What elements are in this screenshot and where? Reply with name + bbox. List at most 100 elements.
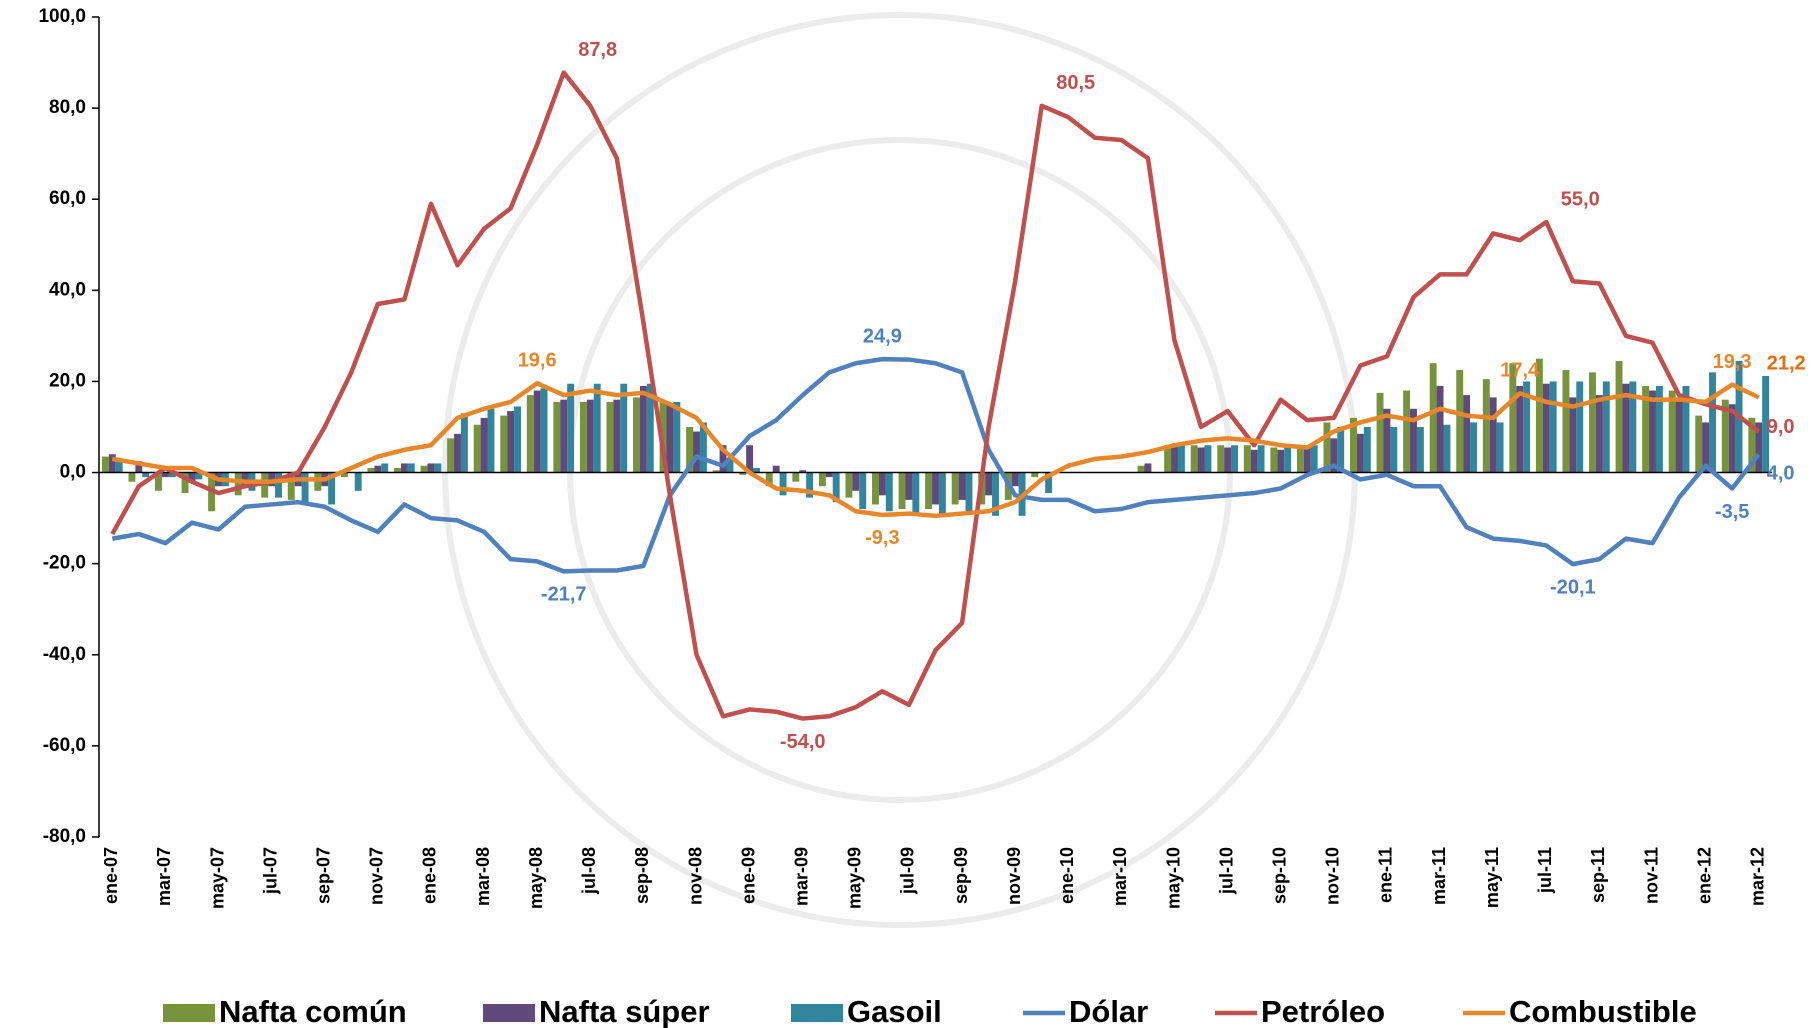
legend-label: Nafta común <box>219 994 407 1028</box>
bar <box>354 472 362 491</box>
bar <box>1270 447 1278 473</box>
bar <box>1310 445 1318 473</box>
bar <box>340 472 348 478</box>
legend-label: Petróleo <box>1261 994 1385 1028</box>
bar <box>1542 383 1550 473</box>
bar <box>1755 422 1763 473</box>
legend-swatch <box>163 1004 215 1022</box>
x-tick-label: mar-07 <box>154 847 174 906</box>
bar <box>1356 433 1364 473</box>
x-tick-label: jul-08 <box>579 847 599 895</box>
x-tick-label: ene-10 <box>1057 847 1077 904</box>
x-tick-label: sep-11 <box>1588 847 1608 903</box>
bar <box>1615 360 1623 473</box>
bar <box>1243 445 1251 473</box>
bar <box>1390 427 1398 473</box>
x-tick-label: mar-12 <box>1747 847 1767 906</box>
bar <box>1629 381 1637 473</box>
bar <box>746 445 754 473</box>
bar <box>1296 445 1304 473</box>
bar <box>1762 375 1770 473</box>
bar <box>832 472 840 503</box>
bar <box>374 465 382 473</box>
bar <box>1668 390 1676 473</box>
bar <box>1303 447 1311 473</box>
bar <box>1695 415 1703 473</box>
bar <box>1496 422 1504 473</box>
x-tick-label: jul-07 <box>260 847 280 895</box>
bar <box>1217 445 1225 473</box>
bar <box>633 397 640 473</box>
legend-swatch <box>483 1004 535 1022</box>
bar <box>142 472 150 478</box>
bar <box>859 472 867 509</box>
bar <box>161 472 169 478</box>
bar <box>115 458 123 473</box>
bar <box>1569 397 1577 473</box>
bar <box>1204 445 1212 473</box>
y-tick-label: 60,0 <box>49 188 86 209</box>
bar <box>792 472 800 482</box>
x-tick-label: ene-09 <box>738 847 758 904</box>
bar <box>1171 445 1178 473</box>
bar <box>1031 472 1039 478</box>
bar <box>646 383 654 473</box>
x-tick-label: sep-10 <box>1269 847 1289 904</box>
bar <box>739 472 747 475</box>
x-tick-label: mar-10 <box>1110 847 1130 906</box>
bar <box>1516 386 1524 473</box>
bar <box>1137 465 1145 473</box>
x-tick-label: may-10 <box>1163 847 1183 909</box>
bar <box>1197 447 1205 473</box>
x-tick-label: ene-07 <box>101 847 121 904</box>
bar <box>1682 386 1690 473</box>
x-tick-label: ene-08 <box>420 847 440 904</box>
bar <box>1416 427 1424 473</box>
bar <box>1562 370 1570 473</box>
y-tick-label: 0,0 <box>60 462 86 483</box>
bar <box>772 465 780 473</box>
line <box>111 381 1760 519</box>
bar <box>965 472 973 514</box>
bar <box>168 472 176 478</box>
bar <box>460 413 468 473</box>
bar <box>1456 370 1464 473</box>
bar <box>473 424 481 473</box>
legend-label: Nafta súper <box>539 994 710 1028</box>
bar <box>234 472 242 496</box>
x-tick-label: may-11 <box>1482 847 1502 908</box>
bar <box>314 472 322 491</box>
bar <box>1284 445 1292 473</box>
bar <box>1011 472 1019 487</box>
x-tick-label: sep-07 <box>313 847 333 904</box>
bar <box>394 468 401 473</box>
x-tick-label: jul-09 <box>898 847 918 895</box>
bar <box>1702 422 1710 473</box>
bar <box>579 401 587 473</box>
x-tick-label: nov-07 <box>367 847 387 905</box>
bar <box>639 386 647 473</box>
bar <box>128 472 136 482</box>
x-tick-label: nov-11 <box>1641 847 1661 904</box>
bar <box>779 472 787 496</box>
bar <box>1535 358 1543 473</box>
x-tick-label: mar-08 <box>473 847 493 906</box>
data-label: 80,5 <box>1056 72 1095 94</box>
x-tick-label: jul-11 <box>1535 847 1555 894</box>
bar <box>806 472 814 498</box>
bar <box>593 383 601 473</box>
bar <box>1709 372 1716 473</box>
bar <box>420 465 428 473</box>
bar <box>480 417 488 473</box>
bar <box>275 472 282 498</box>
bar <box>693 431 700 473</box>
bar <box>699 422 707 473</box>
bar <box>1224 447 1232 473</box>
bar <box>507 411 515 473</box>
bar <box>898 472 906 509</box>
bar <box>1576 381 1584 473</box>
x-tick-label: jul-10 <box>1216 847 1236 895</box>
bar <box>241 472 249 487</box>
bar <box>367 468 375 473</box>
